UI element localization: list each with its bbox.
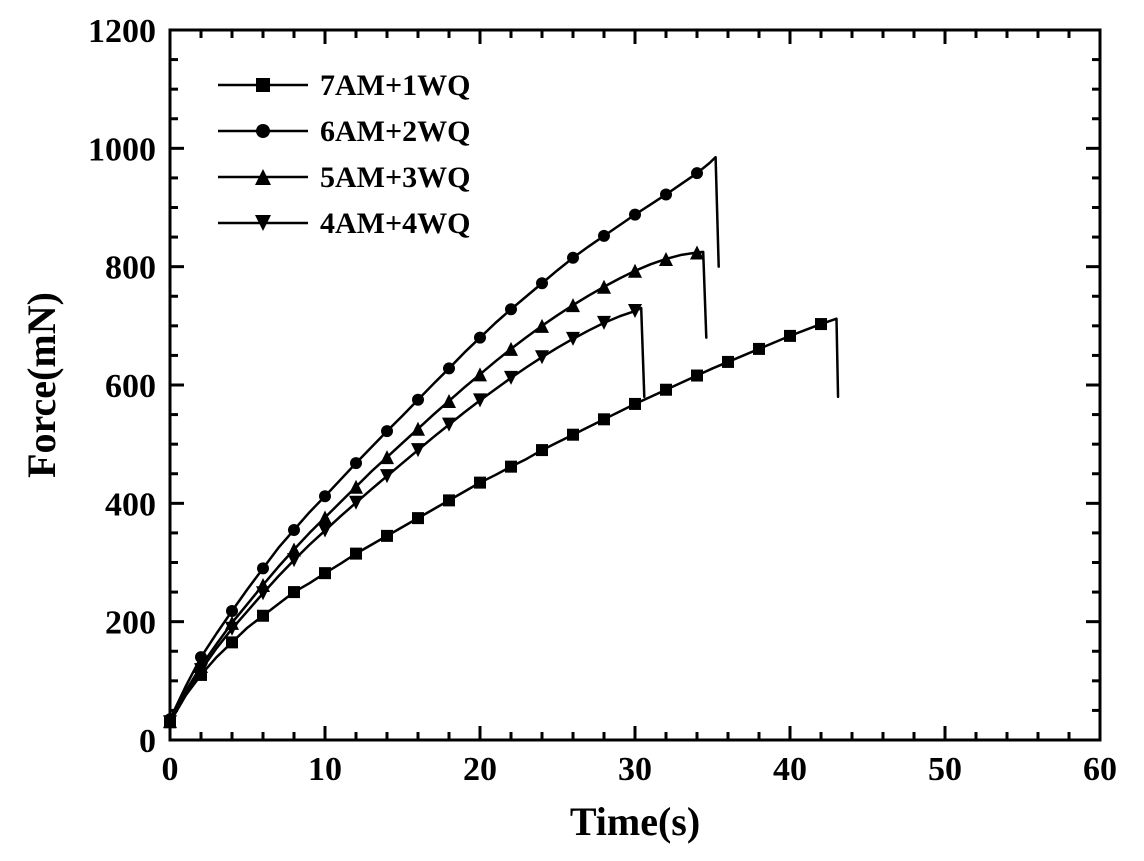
marker-circle-icon xyxy=(567,252,579,264)
marker-square-icon xyxy=(288,586,300,598)
marker-square-icon xyxy=(256,78,270,92)
legend-label: 5AM+3WQ xyxy=(320,161,470,194)
marker-triangle-down-icon xyxy=(566,332,580,346)
marker-square-icon xyxy=(815,318,827,330)
marker-triangle-down-icon xyxy=(597,316,611,330)
marker-circle-icon xyxy=(505,303,517,315)
marker-circle-icon xyxy=(288,524,300,536)
marker-circle-icon xyxy=(691,167,703,179)
marker-circle-icon xyxy=(350,457,362,469)
marker-triangle-up-icon xyxy=(659,252,673,266)
x-tick-label: 20 xyxy=(463,751,497,788)
marker-triangle-up-icon xyxy=(597,280,611,294)
plot-border xyxy=(170,30,1100,740)
series-line xyxy=(170,319,838,723)
series-7AM+1WQ xyxy=(164,318,838,728)
series-4AM+4WQ xyxy=(163,304,644,729)
chart-svg: 0102030405060020040060080010001200Time(s… xyxy=(0,0,1144,861)
x-tick-label: 50 xyxy=(928,751,962,788)
legend-item-4AM+4WQ: 4AM+4WQ xyxy=(218,207,470,240)
marker-triangle-down-icon xyxy=(628,304,642,318)
marker-square-icon xyxy=(691,370,703,382)
force-time-chart: 0102030405060020040060080010001200Time(s… xyxy=(0,0,1144,861)
x-axis-label: Time(s) xyxy=(570,799,700,844)
legend-item-6AM+2WQ: 6AM+2WQ xyxy=(218,115,470,148)
marker-circle-icon xyxy=(257,562,269,574)
legend-label: 7AM+1WQ xyxy=(320,69,470,102)
marker-square-icon xyxy=(753,343,765,355)
marker-triangle-up-icon xyxy=(566,298,580,312)
marker-square-icon xyxy=(598,413,610,425)
marker-circle-icon xyxy=(660,188,672,200)
y-tick-label: 600 xyxy=(105,368,156,405)
marker-circle-icon xyxy=(474,332,486,344)
y-tick-label: 0 xyxy=(139,723,156,760)
y-tick-label: 400 xyxy=(105,486,156,523)
marker-circle-icon xyxy=(226,605,238,617)
marker-circle-icon xyxy=(598,230,610,242)
marker-circle-icon xyxy=(536,277,548,289)
marker-triangle-down-icon xyxy=(535,350,549,364)
y-tick-label: 1200 xyxy=(88,13,156,50)
x-tick-label: 40 xyxy=(773,751,807,788)
marker-square-icon xyxy=(443,494,455,506)
marker-triangle-up-icon xyxy=(628,264,642,278)
legend-label: 6AM+2WQ xyxy=(320,115,470,148)
x-tick-label: 60 xyxy=(1083,751,1117,788)
marker-square-icon xyxy=(629,398,641,410)
marker-circle-icon xyxy=(412,394,424,406)
marker-triangle-up-icon xyxy=(535,319,549,333)
legend-item-7AM+1WQ: 7AM+1WQ xyxy=(218,69,470,102)
series-line xyxy=(170,252,706,721)
legend-item-5AM+3WQ: 5AM+3WQ xyxy=(218,161,470,194)
marker-square-icon xyxy=(257,610,269,622)
x-tick-label: 10 xyxy=(308,751,342,788)
marker-square-icon xyxy=(412,512,424,524)
marker-circle-icon xyxy=(256,124,270,138)
marker-square-icon xyxy=(505,461,517,473)
marker-circle-icon xyxy=(629,209,641,221)
series-5AM+3WQ xyxy=(163,245,706,728)
legend-label: 4AM+4WQ xyxy=(320,207,470,240)
marker-circle-icon xyxy=(381,425,393,437)
marker-square-icon xyxy=(536,444,548,456)
marker-square-icon xyxy=(474,477,486,489)
y-tick-label: 200 xyxy=(105,605,156,642)
series-line xyxy=(170,157,719,719)
marker-square-icon xyxy=(226,636,238,648)
y-tick-label: 1000 xyxy=(88,131,156,168)
marker-square-icon xyxy=(722,356,734,368)
marker-square-icon xyxy=(381,530,393,542)
marker-square-icon xyxy=(660,384,672,396)
marker-square-icon xyxy=(784,330,796,342)
y-axis-label: Force(mN) xyxy=(19,292,64,478)
series-6AM+2WQ xyxy=(164,157,719,725)
marker-square-icon xyxy=(567,429,579,441)
marker-square-icon xyxy=(350,548,362,560)
marker-circle-icon xyxy=(319,490,331,502)
x-tick-label: 30 xyxy=(618,751,652,788)
y-tick-label: 800 xyxy=(105,250,156,287)
x-tick-label: 0 xyxy=(162,751,179,788)
marker-circle-icon xyxy=(443,362,455,374)
marker-square-icon xyxy=(319,567,331,579)
series-line xyxy=(170,308,644,722)
